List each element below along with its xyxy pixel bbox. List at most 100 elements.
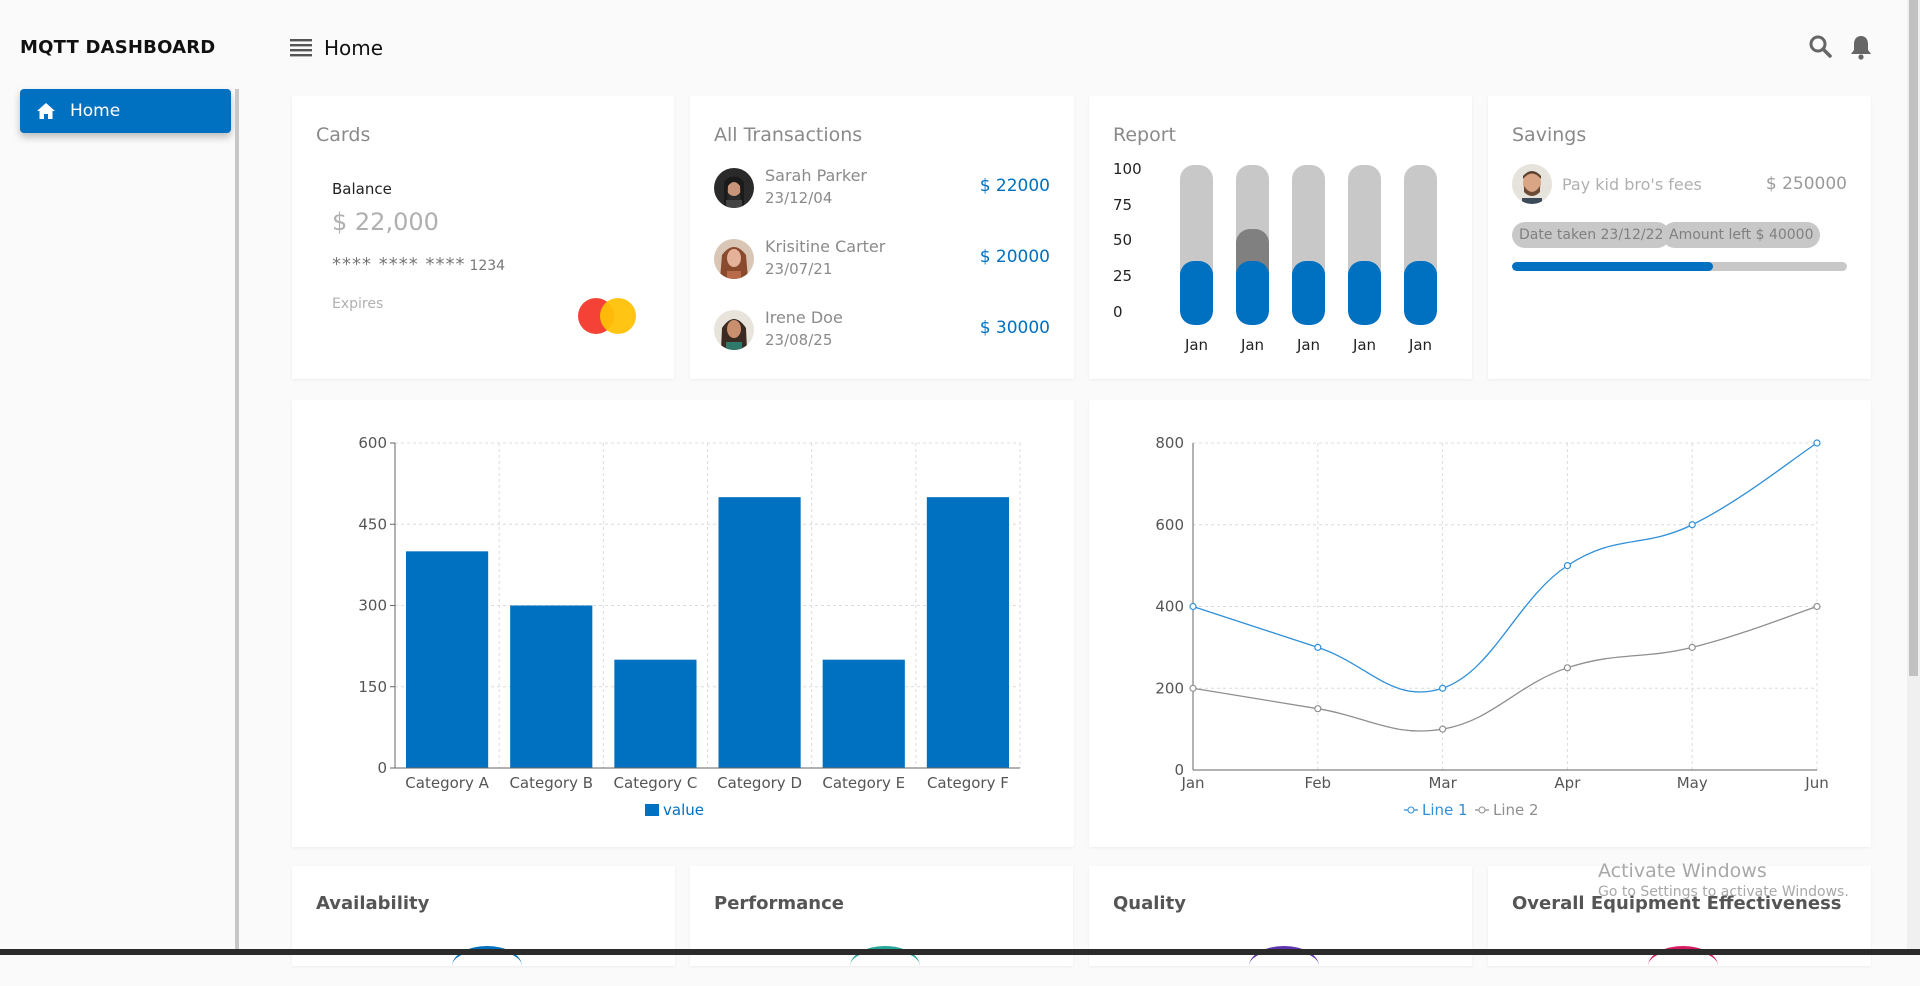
oee-gauge bbox=[1648, 946, 1718, 986]
kpi-title: Quality bbox=[1113, 893, 1186, 914]
transaction-name: Sarah Parker bbox=[765, 166, 867, 185]
app-title: MQTT DASHBOARD bbox=[20, 37, 216, 58]
data-point bbox=[1688, 643, 1696, 651]
sidebar-item-label: Home bbox=[70, 101, 121, 121]
report-bar bbox=[1180, 165, 1213, 325]
axis-tick: 0 bbox=[1113, 303, 1123, 321]
card-number: **** **** **** 1234 bbox=[332, 254, 505, 275]
y-tick-label: 300 bbox=[358, 597, 387, 615]
data-point bbox=[1314, 705, 1322, 713]
transaction-row[interactable]: Irene Doe 23/08/25 $ 30000 bbox=[714, 308, 1050, 354]
report-bar-label: Jan bbox=[1408, 336, 1433, 354]
report-bar-label: Jan bbox=[1240, 336, 1265, 354]
balance-label: Balance bbox=[332, 180, 392, 198]
axis-tick: 100 bbox=[1113, 160, 1142, 178]
data-point bbox=[1314, 643, 1322, 651]
line-chart: 0 200 400 600 800 Jan Feb Mar Apr May Jun Line 1 Lin… bbox=[1155, 434, 1828, 819]
expires-label: Expires bbox=[332, 296, 384, 312]
savings-progress bbox=[1512, 262, 1847, 271]
avatar bbox=[714, 168, 754, 208]
page-scrollbar[interactable] bbox=[1907, 0, 1920, 955]
transactions-card: All Transactions Sarah Parker 23/12/04 $… bbox=[690, 96, 1074, 379]
data-point bbox=[1189, 684, 1197, 692]
home-icon bbox=[37, 103, 55, 119]
transaction-name: Irene Doe bbox=[765, 308, 843, 327]
watermark-line1: Activate Windows bbox=[1598, 860, 1767, 882]
data-point bbox=[1563, 664, 1571, 672]
data-point bbox=[1189, 602, 1197, 611]
legend-swatch bbox=[645, 804, 659, 816]
transaction-row[interactable]: Sarah Parker 23/12/04 $ 22000 bbox=[714, 166, 1050, 212]
y-tick-label: 200 bbox=[1155, 679, 1184, 697]
savings-progress-fill bbox=[1512, 262, 1713, 271]
cards-card: Cards Balance $ 22,000 **** **** **** 123… bbox=[292, 96, 674, 379]
availability-gauge bbox=[452, 946, 522, 986]
kpi-title: Availability bbox=[316, 893, 430, 914]
report-bar-fill bbox=[1404, 261, 1437, 325]
data-point bbox=[1813, 439, 1821, 447]
report-bar-label: Jan bbox=[1352, 336, 1377, 354]
report-bar-fill bbox=[1348, 261, 1381, 325]
legend-label: Line 1 bbox=[1422, 801, 1468, 819]
transaction-row[interactable]: Krisitine Carter 23/07/21 $ 20000 bbox=[714, 237, 1050, 283]
x-tick-label: Category C bbox=[614, 774, 698, 792]
page-title: Home bbox=[324, 36, 384, 60]
transaction-amount: $ 20000 bbox=[979, 247, 1050, 267]
sidebar: MQTT DASHBOARD Home bbox=[0, 0, 239, 955]
data-point bbox=[1563, 562, 1571, 570]
quality-gauge bbox=[1249, 946, 1319, 986]
transaction-name: Krisitine Carter bbox=[765, 237, 886, 256]
y-tick-label: 800 bbox=[1155, 434, 1184, 452]
legend-marker bbox=[1478, 806, 1486, 814]
avatar bbox=[714, 310, 754, 350]
amount-left-chip: Amount left $ 40000 bbox=[1662, 222, 1821, 248]
bell-icon[interactable] bbox=[1850, 34, 1872, 60]
report-bar-fill bbox=[1292, 261, 1325, 325]
report-axis: 100 75 50 25 0 bbox=[1113, 160, 1143, 326]
legend-label: Line 2 bbox=[1493, 801, 1539, 819]
x-tick-label: Jun bbox=[1804, 774, 1828, 792]
mastercard-icon bbox=[578, 298, 636, 334]
bar bbox=[406, 551, 489, 768]
balance-value: $ 22,000 bbox=[332, 208, 439, 236]
line-chart-card: 0 200 400 600 800 Jan Feb Mar Apr May Jun Line 1 Lin… bbox=[1089, 400, 1871, 847]
y-tick-label: 450 bbox=[358, 515, 387, 533]
card-title: All Transactions bbox=[714, 124, 863, 146]
series-line bbox=[1192, 442, 1818, 693]
series-line bbox=[1192, 605, 1818, 732]
x-tick-label: Apr bbox=[1554, 774, 1581, 792]
performance-gauge bbox=[850, 946, 920, 986]
bar-chart-card: 0 150 300 450 600 Category A Category B Categor… bbox=[292, 400, 1074, 847]
transaction-amount: $ 22000 bbox=[979, 176, 1050, 196]
kpi-title: Performance bbox=[714, 893, 844, 914]
transaction-date: 23/12/04 bbox=[765, 189, 833, 207]
transaction-amount: $ 30000 bbox=[979, 318, 1050, 338]
report-bar-fill bbox=[1236, 261, 1269, 325]
x-tick-label: Mar bbox=[1428, 774, 1457, 792]
axis-tick: 75 bbox=[1113, 196, 1133, 214]
savings-description: Pay kid bro's fees bbox=[1562, 175, 1702, 194]
bar bbox=[614, 659, 697, 768]
x-tick-label: Category F bbox=[927, 774, 1009, 792]
scrollbar-thumb[interactable] bbox=[1909, 0, 1918, 676]
date-chip: Date taken 23/12/22 bbox=[1512, 222, 1671, 248]
sidebar-divider bbox=[235, 89, 239, 955]
card-number-last: 1234 bbox=[469, 258, 506, 274]
report-bar-label: Jan bbox=[1184, 336, 1209, 354]
card-number-masked: **** **** **** bbox=[332, 254, 466, 275]
transaction-date: 23/08/25 bbox=[765, 331, 833, 349]
x-tick-label: Category E bbox=[822, 774, 905, 792]
card-title: Report bbox=[1113, 124, 1176, 146]
card-title: Cards bbox=[316, 124, 371, 146]
savings-amount: $ 250000 bbox=[1765, 174, 1847, 194]
legend-marker bbox=[1407, 806, 1415, 814]
transaction-date: 23/07/21 bbox=[765, 260, 833, 278]
sidebar-item-home[interactable]: Home bbox=[20, 89, 231, 133]
watermark-line2: Go to Settings to activate Windows. bbox=[1598, 884, 1849, 900]
x-tick-label: Category B bbox=[509, 774, 593, 792]
menu-icon[interactable] bbox=[290, 38, 312, 58]
taskbar-edge bbox=[0, 949, 1920, 955]
bar-chart: 0 150 300 450 600 Category A Category B Categor… bbox=[358, 434, 1021, 819]
search-icon[interactable] bbox=[1808, 34, 1832, 58]
x-tick-label: Jan bbox=[1180, 774, 1204, 792]
